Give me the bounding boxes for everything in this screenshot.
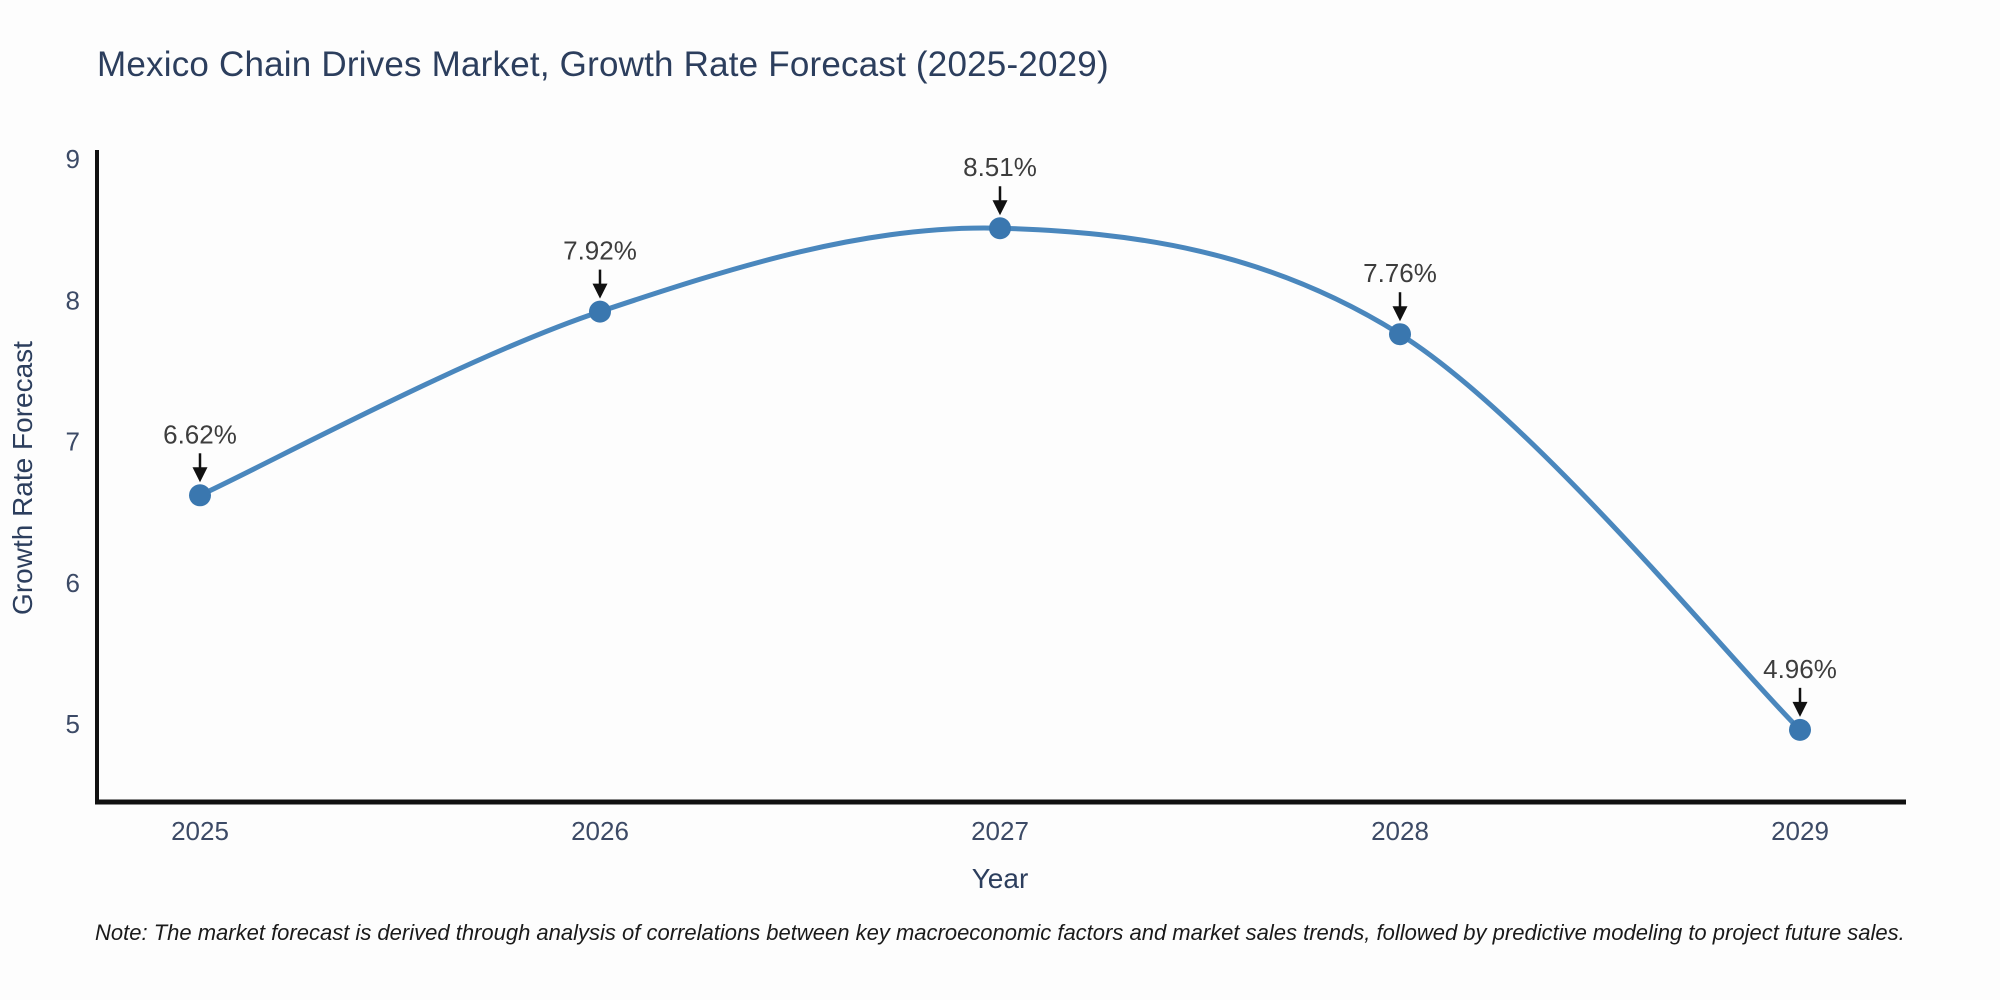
y-tick-label: 6	[66, 568, 80, 598]
data-point-marker	[589, 300, 611, 323]
data-point-marker	[1389, 323, 1411, 346]
annotation-arrow-head	[1392, 306, 1408, 322]
data-point-label: 6.62%	[163, 419, 237, 449]
x-tick-label: 2029	[1771, 816, 1829, 846]
data-point-label: 4.96%	[1763, 654, 1837, 684]
y-tick-label: 8	[66, 285, 80, 315]
forecast-line-series	[189, 217, 1811, 741]
data-point-label: 7.76%	[1363, 258, 1437, 288]
x-tick-label: 2028	[1371, 816, 1429, 846]
annotation-arrow-head	[592, 283, 608, 299]
data-point-label: 7.92%	[563, 236, 637, 266]
y-axis-tick-labels: 5 6 7 8 9	[66, 144, 80, 739]
x-tick-label: 2027	[971, 816, 1029, 846]
x-axis-title: Year	[972, 863, 1029, 894]
annotation-arrow-head	[1792, 701, 1808, 717]
x-tick-label: 2026	[571, 816, 629, 846]
chart-footnote: Note: The market forecast is derived thr…	[95, 920, 1905, 945]
data-point-annotations: 6.62% 7.92% 8.51% 7.76% 4.96%	[163, 152, 1837, 717]
data-point-marker	[1789, 718, 1811, 741]
y-tick-label: 5	[66, 709, 80, 739]
chart-title: Mexico Chain Drives Market, Growth Rate …	[97, 45, 1109, 84]
annotation-arrow-head	[192, 467, 208, 483]
y-axis-title: Growth Rate Forecast	[7, 341, 38, 615]
x-axis-tick-labels: 2025 2026 2027 2028 2029	[171, 816, 1829, 846]
forecast-line	[197, 225, 1803, 733]
y-tick-label: 7	[66, 427, 80, 457]
data-point-marker	[989, 217, 1011, 240]
y-tick-label: 9	[66, 144, 80, 174]
x-tick-label: 2025	[171, 816, 229, 846]
annotation-arrow-head	[992, 200, 1008, 216]
data-point-marker	[189, 484, 211, 507]
data-point-label: 8.51%	[963, 152, 1037, 182]
